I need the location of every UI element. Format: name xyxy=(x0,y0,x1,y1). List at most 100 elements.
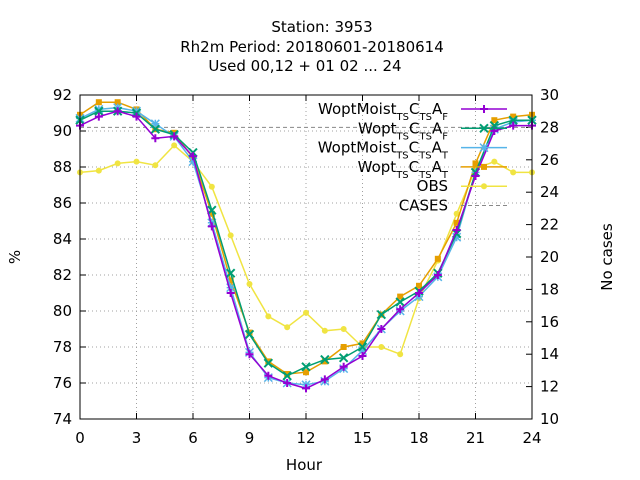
title-line-1: Station: 3953 xyxy=(271,18,372,36)
legend-label: WoptMoistTSCTSAF xyxy=(318,100,448,123)
data-point xyxy=(264,371,273,380)
y-axis-label: % xyxy=(6,250,24,264)
data-point xyxy=(416,282,422,289)
y-tick-label: 88 xyxy=(53,158,72,176)
data-point xyxy=(303,369,309,376)
x-axis-label: Hour xyxy=(286,456,323,474)
data-point xyxy=(188,157,198,167)
legend-label: WoptTSCTSAF xyxy=(358,119,448,142)
data-point xyxy=(480,105,488,113)
y-tick-label: 90 xyxy=(53,122,72,140)
data-point xyxy=(303,309,309,316)
data-point xyxy=(321,327,328,334)
data-point xyxy=(284,324,291,331)
data-point xyxy=(170,132,179,141)
data-point xyxy=(397,293,404,300)
x-tick-label: 3 xyxy=(132,429,142,447)
x-tick-label: 15 xyxy=(353,429,372,447)
data-point xyxy=(244,329,255,340)
x-tick-label: 12 xyxy=(296,429,315,447)
data-point xyxy=(338,353,349,363)
data-point xyxy=(114,99,121,106)
data-point xyxy=(227,232,234,239)
data-point xyxy=(320,375,329,384)
data-point xyxy=(479,123,489,134)
x-tick-label: 6 xyxy=(188,429,198,447)
data-point xyxy=(150,124,161,134)
y-tick-label: 74 xyxy=(53,410,72,428)
data-point xyxy=(321,358,328,365)
data-point xyxy=(396,305,405,314)
data-point xyxy=(152,162,159,169)
y2-tick-label: 22 xyxy=(540,216,559,234)
legend-label: WoptTSCTSAT xyxy=(358,158,449,181)
data-point xyxy=(395,297,405,307)
y2-tick-label: 16 xyxy=(540,313,559,331)
data-point xyxy=(132,112,141,121)
series-line xyxy=(79,144,532,356)
y-tick-label: 78 xyxy=(53,338,72,356)
title-line-2: Rh2m Period: 20180601-20180614 xyxy=(180,38,444,56)
y-tick-label: 86 xyxy=(53,194,72,212)
data-point xyxy=(151,134,160,143)
data-point xyxy=(95,167,102,174)
data-point xyxy=(171,142,178,149)
data-point xyxy=(226,289,235,297)
data-point xyxy=(283,379,292,387)
data-point xyxy=(94,106,104,116)
y2-tick-label: 14 xyxy=(540,345,559,363)
data-point xyxy=(452,226,461,234)
data-point xyxy=(339,362,348,371)
data-point xyxy=(208,183,215,190)
data-point xyxy=(320,354,330,365)
data-point xyxy=(376,309,387,320)
x-tick-label: 24 xyxy=(522,429,541,447)
y2-tick-label: 20 xyxy=(540,248,559,266)
data-point xyxy=(508,115,518,125)
data-point xyxy=(265,358,272,365)
series-4 xyxy=(77,142,535,358)
tick-labels: 0 3 6 9 12 15 18 21 24 74 76 78 80 82 84 86 88 90 92 10 12 14… xyxy=(53,86,559,447)
data-point xyxy=(207,222,216,231)
plot-border xyxy=(79,94,533,420)
y2-axis-label: No cases xyxy=(598,223,616,291)
data-point xyxy=(357,342,368,352)
y2-tick-label: 10 xyxy=(540,410,559,428)
chart-title: Station: 3953 Rh2m Period: 20180601-2018… xyxy=(180,18,444,75)
data-point xyxy=(481,183,487,190)
data-point xyxy=(246,281,253,287)
data-point xyxy=(481,163,487,170)
data-point xyxy=(453,219,460,226)
data-point xyxy=(453,210,460,217)
data-point xyxy=(95,99,102,106)
x-tick-label: 21 xyxy=(466,429,485,447)
data-point xyxy=(340,326,347,332)
legend-label: WoptMoistTSCTSAT xyxy=(318,139,449,162)
data-point xyxy=(208,210,215,217)
series-2 xyxy=(75,103,537,390)
series-line xyxy=(79,101,533,375)
legend: WoptMoistTSCTSAFWoptTSCTSAFWoptMoistTSCT… xyxy=(318,100,507,215)
data-point xyxy=(510,113,517,120)
y2-tick-label: 18 xyxy=(540,280,559,298)
data-point xyxy=(113,107,122,116)
data-point xyxy=(131,106,142,116)
series-0 xyxy=(76,107,536,393)
y-tick-label: 76 xyxy=(53,374,72,392)
y2-tick-label: 24 xyxy=(540,183,559,201)
y2-tick-label: 26 xyxy=(540,151,559,169)
y2-tick-label: 12 xyxy=(540,378,559,396)
title-line-3: Used 00,12 + 01 02 ... 24 xyxy=(208,57,401,75)
data-point xyxy=(207,205,217,215)
data-point xyxy=(245,350,254,359)
data-point xyxy=(397,351,404,358)
data-point xyxy=(510,169,517,176)
x-tick-label: 18 xyxy=(409,429,428,447)
data-point xyxy=(340,344,347,350)
data-point xyxy=(434,255,441,262)
data-point xyxy=(226,283,236,293)
data-point xyxy=(415,289,423,297)
y2-tick-label: 28 xyxy=(540,118,559,136)
data-point xyxy=(94,104,104,114)
